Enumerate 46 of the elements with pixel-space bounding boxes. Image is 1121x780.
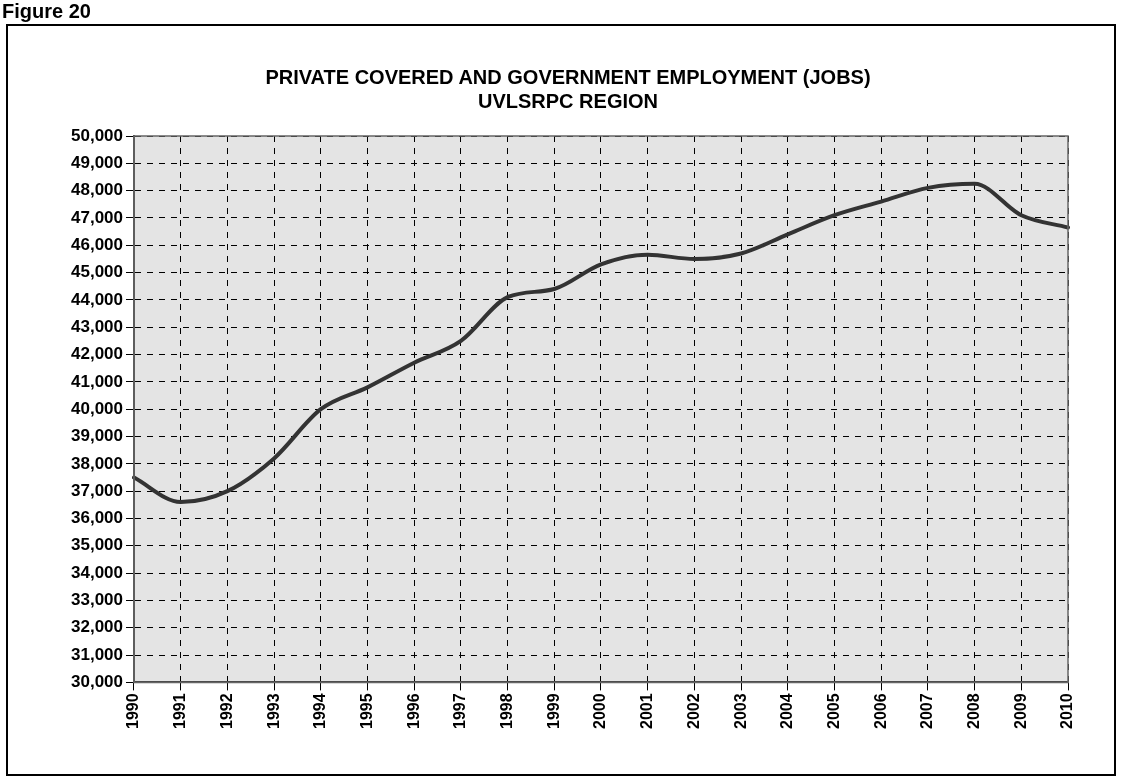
- x-tick-label: 2005: [824, 693, 842, 729]
- y-tick-label: 41,000: [71, 371, 123, 391]
- y-tick-label: 48,000: [71, 180, 123, 200]
- y-tick-label: 36,000: [71, 508, 123, 528]
- x-tick-label: 1996: [404, 693, 422, 729]
- x-tick-label: 1999: [544, 693, 562, 729]
- text: UVLSRPC REGION: [477, 89, 659, 112]
- y-tick-label: 43,000: [71, 316, 123, 336]
- x-tick-label: 1990: [124, 693, 142, 729]
- y-tick-label: 45,000: [71, 262, 123, 282]
- y-tick-label: 49,000: [71, 153, 123, 173]
- y-tick-label: 46,000: [71, 234, 123, 254]
- line-series: [132, 181, 1070, 505]
- x-tick-label: 1994: [311, 693, 329, 729]
- x-tick-label: 2001: [638, 693, 656, 729]
- y-tick-label: 33,000: [71, 590, 123, 610]
- x-tick-label: 1992: [217, 693, 235, 729]
- y-tick-label: 34,000: [71, 562, 123, 582]
- x-tick-label: 1991: [171, 693, 189, 729]
- y-tick-label: 47,000: [71, 207, 123, 227]
- x-tick-label: 2000: [591, 693, 609, 729]
- y-tick-label: 31,000: [71, 644, 123, 664]
- text: PRIVATE COVERED AND GOVERNMENT EMPLOYMENT (JOBS): [265, 65, 871, 88]
- y-tick-label: 42,000: [71, 344, 123, 364]
- x-tick-label: 1997: [451, 693, 469, 729]
- x-tick-label: 1993: [264, 693, 282, 729]
- y-tick-label: 39,000: [71, 426, 123, 446]
- y-tick-label: 38,000: [71, 453, 123, 473]
- x-tick-label: 2004: [778, 693, 796, 729]
- y-tick-label: 50,000: [71, 125, 123, 145]
- y-tick-label: 37,000: [71, 480, 123, 500]
- y-tick-label: 35,000: [71, 535, 123, 555]
- y-tick-label: 32,000: [71, 617, 123, 637]
- x-tick-label: 2003: [731, 693, 749, 729]
- x-tick-label: 2002: [684, 693, 702, 729]
- x-tick-label: 2006: [871, 693, 889, 729]
- x-tick-label: 2010: [1058, 693, 1076, 729]
- caption: Figure 20: [2, 0, 91, 22]
- x-tick-label: 2009: [1011, 693, 1029, 729]
- x-tick-label: 1998: [498, 693, 515, 729]
- y-tick-label: 30,000: [71, 672, 123, 692]
- x-tick-label: 2007: [918, 693, 936, 729]
- x-tick-label: 2008: [965, 693, 983, 729]
- x-tick-label: 1995: [357, 693, 375, 729]
- y-tick-label: 44,000: [71, 289, 123, 309]
- y-tick-label: 40,000: [71, 398, 123, 418]
